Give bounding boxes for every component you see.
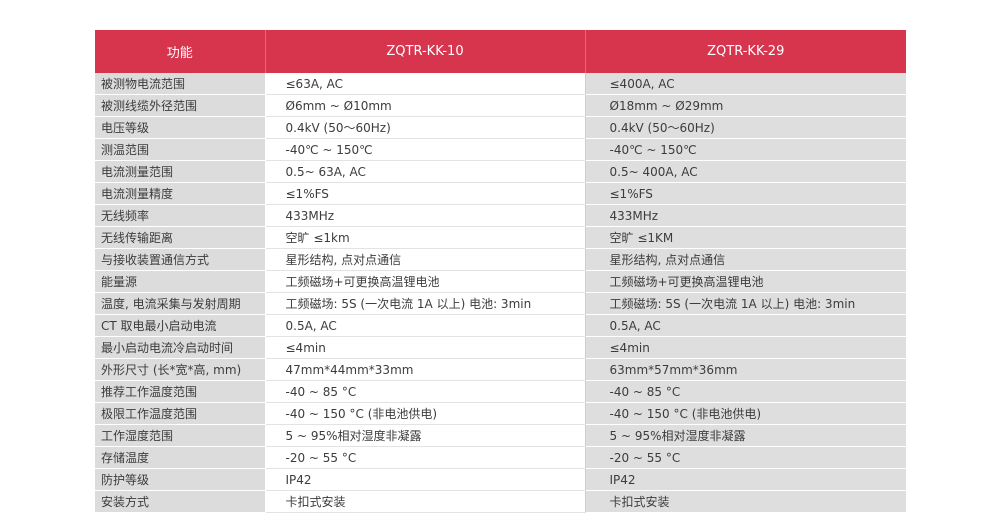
value-kk29: 63mm*57mm*36mm — [584, 358, 906, 381]
value-kk10: IP42 — [265, 468, 585, 491]
table-row: 外形尺寸 (长*宽*高, mm) 47mm*44mm*33mm 63mm*57mm*… — [95, 358, 906, 381]
row-label: 电流测量精度 — [95, 182, 266, 205]
row-label: 极限工作温度范围 — [95, 402, 266, 425]
value-kk29: ≤1%FS — [584, 182, 906, 205]
value-kk29: 卡扣式安装 — [584, 490, 906, 513]
value-kk29: 0.5A, AC — [584, 314, 906, 337]
table-row: 被测线缆外径范围 Ø6mm ~ Ø10mm Ø18mm ~ Ø29mm — [95, 94, 906, 117]
header-function: 功能 — [95, 30, 266, 73]
value-kk29: Ø18mm ~ Ø29mm — [584, 94, 906, 117]
row-label: 安装方式 — [95, 490, 266, 513]
table-row: 最小启动电流冷启动时间 ≤4min ≤4min — [95, 336, 906, 359]
row-label: 无线频率 — [95, 204, 266, 227]
value-kk10: 433MHz — [265, 204, 585, 227]
header-model-kk29: ZQTR-KK-29 — [585, 30, 906, 73]
value-kk29: 433MHz — [584, 204, 906, 227]
row-label: 能量源 — [95, 270, 266, 293]
row-label: 最小启动电流冷启动时间 — [95, 336, 266, 359]
table-row: 与接收装置通信方式 星形结构, 点对点通信 星形结构, 点对点通信 — [95, 248, 906, 271]
table-row: 温度, 电流采集与发射周期 工频磁场: 5S (一次电流 1A 以上) 电池: 3… — [95, 292, 906, 315]
value-kk10: -40℃ ~ 150℃ — [265, 138, 585, 161]
table-row: 测温范围 -40℃ ~ 150℃ -40℃ ~ 150℃ — [95, 138, 906, 161]
value-kk29: -40 ~ 150 °C (非电池供电) — [584, 402, 906, 425]
spec-body: 被测物电流范围 ≤63A, AC ≤400A, AC 被测线缆外径范围 Ø6mm ~ Ø… — [95, 73, 906, 513]
value-kk29: 工频磁场: 5S (一次电流 1A 以上) 电池: 3min — [584, 292, 906, 315]
value-kk10: 0.4kV (50～60Hz) — [265, 116, 585, 139]
table-row: CT 取电最小启动电流 0.5A, AC 0.5A, AC — [95, 314, 906, 337]
row-label: 电流测量范围 — [95, 160, 266, 183]
table-row: 被测物电流范围 ≤63A, AC ≤400A, AC — [95, 73, 906, 95]
value-kk29: 5 ~ 95%相对湿度非凝露 — [584, 424, 906, 447]
table-row: 电流测量范围 0.5~ 63A, AC 0.5~ 400A, AC — [95, 160, 906, 183]
table-row: 电压等级 0.4kV (50～60Hz) 0.4kV (50～60Hz) — [95, 116, 906, 139]
table-row: 工作湿度范围 5 ~ 95%相对湿度非凝露 5 ~ 95%相对湿度非凝露 — [95, 424, 906, 447]
header-model-kk10: ZQTR-KK-10 — [265, 30, 586, 73]
value-kk10: 5 ~ 95%相对湿度非凝露 — [265, 424, 585, 447]
value-kk10: 工频磁场+可更换高温锂电池 — [265, 270, 585, 293]
row-label: 推荐工作温度范围 — [95, 380, 266, 403]
table-row: 无线传输距离 空旷 ≤1km 空旷 ≤1KM — [95, 226, 906, 249]
row-label: 测温范围 — [95, 138, 266, 161]
row-label: 被测物电流范围 — [95, 73, 266, 95]
value-kk10: -20 ~ 55 °C — [265, 446, 585, 469]
value-kk29: 0.4kV (50～60Hz) — [584, 116, 906, 139]
row-label: 被测线缆外径范围 — [95, 94, 266, 117]
value-kk29: ≤400A, AC — [584, 73, 906, 95]
value-kk10: -40 ~ 85 °C — [265, 380, 585, 403]
value-kk10: 空旷 ≤1km — [265, 226, 585, 249]
value-kk29: -20 ~ 55 °C — [584, 446, 906, 469]
value-kk29: -40 ~ 85 °C — [584, 380, 906, 403]
row-label: 存储温度 — [95, 446, 266, 469]
value-kk29: ≤4min — [584, 336, 906, 359]
table-row: 推荐工作温度范围 -40 ~ 85 °C -40 ~ 85 °C — [95, 380, 906, 403]
value-kk29: 工频磁场+可更换高温锂电池 — [584, 270, 906, 293]
table-row: 能量源 工频磁场+可更换高温锂电池 工频磁场+可更换高温锂电池 — [95, 270, 906, 293]
row-label: 温度, 电流采集与发射周期 — [95, 292, 266, 315]
value-kk10: ≤63A, AC — [265, 73, 585, 95]
value-kk10: 0.5~ 63A, AC — [265, 160, 585, 183]
value-kk29: 星形结构, 点对点通信 — [584, 248, 906, 271]
value-kk29: 0.5~ 400A, AC — [584, 160, 906, 183]
table-row: 电流测量精度 ≤1%FS ≤1%FS — [95, 182, 906, 205]
value-kk10: ≤4min — [265, 336, 585, 359]
value-kk10: 卡扣式安装 — [265, 490, 585, 513]
value-kk10: -40 ~ 150 °C (非电池供电) — [265, 402, 585, 425]
value-kk10: 47mm*44mm*33mm — [265, 358, 585, 381]
header-row: 功能 ZQTR-KK-10 ZQTR-KK-29 — [95, 30, 906, 73]
table-row: 无线频率 433MHz 433MHz — [95, 204, 906, 227]
row-label: CT 取电最小启动电流 — [95, 314, 266, 337]
spec-table: 功能 ZQTR-KK-10 ZQTR-KK-29 被测物电流范围 ≤63A, AC… — [95, 30, 906, 513]
table-row: 存储温度 -20 ~ 55 °C -20 ~ 55 °C — [95, 446, 906, 469]
row-label: 与接收装置通信方式 — [95, 248, 266, 271]
table-row: 防护等级 IP42 IP42 — [95, 468, 906, 491]
row-label: 防护等级 — [95, 468, 266, 491]
row-label: 无线传输距离 — [95, 226, 266, 249]
row-label: 外形尺寸 (长*宽*高, mm) — [95, 358, 266, 381]
table-row: 极限工作温度范围 -40 ~ 150 °C (非电池供电) -40 ~ 150 °C… — [95, 402, 906, 425]
value-kk29: 空旷 ≤1KM — [584, 226, 906, 249]
row-label: 电压等级 — [95, 116, 266, 139]
value-kk29: -40℃ ~ 150℃ — [584, 138, 906, 161]
value-kk10: Ø6mm ~ Ø10mm — [265, 94, 585, 117]
table-row: 安装方式 卡扣式安装 卡扣式安装 — [95, 490, 906, 513]
value-kk29: IP42 — [584, 468, 906, 491]
value-kk10: ≤1%FS — [265, 182, 585, 205]
value-kk10: 0.5A, AC — [265, 314, 585, 337]
value-kk10: 工频磁场: 5S (一次电流 1A 以上) 电池: 3min — [265, 292, 585, 315]
row-label: 工作湿度范围 — [95, 424, 266, 447]
value-kk10: 星形结构, 点对点通信 — [265, 248, 585, 271]
